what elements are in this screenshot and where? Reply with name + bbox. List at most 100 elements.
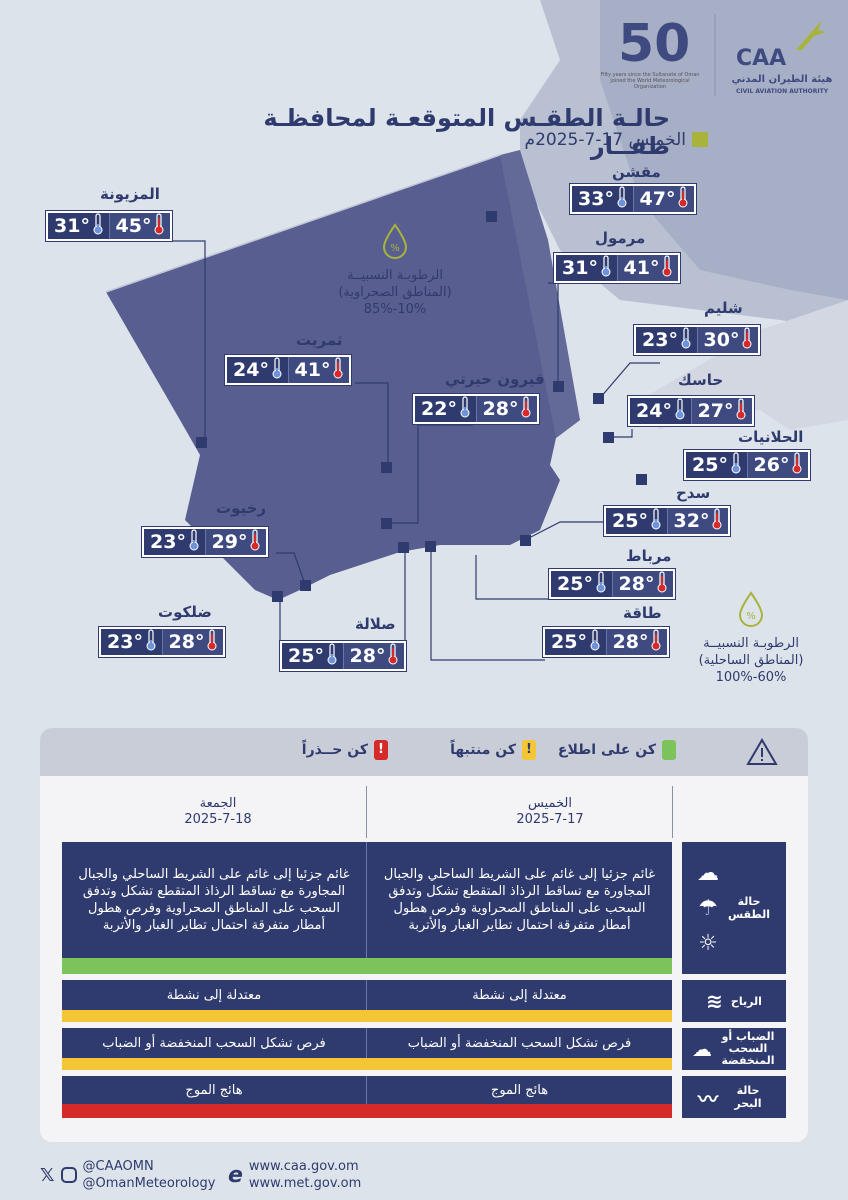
fog-thursday-cell: فرص تشكل السحب المنخفضة أو الضباب xyxy=(407,1035,632,1051)
site-caa-link[interactable]: www.caa.gov.om xyxy=(248,1159,359,1174)
marker-taqah xyxy=(425,541,436,552)
humidity-coastal: % الرطوبـة النسبيــة (المناطق الساحلية) … xyxy=(676,590,826,686)
thermometer-hot-icon xyxy=(154,212,164,240)
humidity-desert-title: الرطوبـة النسبيــة xyxy=(347,268,443,283)
min-temp-qairoon: 22° xyxy=(415,395,476,423)
legend-alert-label: كن منتبهاً xyxy=(450,742,516,758)
category-winds-label: الرياح xyxy=(730,994,762,1008)
thermometer-hot-icon xyxy=(388,642,398,670)
min-temp-mazyunah: 31° xyxy=(48,212,109,239)
city-name-salalah: صلالة xyxy=(355,615,396,633)
thermometer-cold-icon xyxy=(675,397,685,425)
min-temp-value: 25° xyxy=(288,645,324,667)
forecast-card: كن على اطلاع ! كن منتبهاً ! كن حــذراً ا… xyxy=(40,728,808,1142)
legend-aware-label: كن على اطلاع xyxy=(557,742,656,758)
thermometer-cold-icon xyxy=(731,451,741,479)
date-text: الخميس 17-7-2025م xyxy=(524,130,686,150)
row-winds: معتدلة إلى نشطة معتدلة إلى نشطة xyxy=(62,980,672,1022)
weather-friday-cell: غائم جزئيا إلى غائم على الشريط الساحلي و… xyxy=(62,842,367,958)
svg-text:%: % xyxy=(390,243,400,254)
min-temp-value: 23° xyxy=(642,329,678,351)
min-temp-rakhyut: 23° xyxy=(144,528,205,555)
min-temp-marmul: 31° xyxy=(556,254,617,281)
thermometer-hot-icon xyxy=(678,185,688,213)
min-temp-value: 25° xyxy=(612,510,648,532)
fog-level-bar xyxy=(62,1058,672,1070)
min-temp-hasik: 24° xyxy=(630,397,691,425)
max-temp-value: 28° xyxy=(168,631,205,653)
thermometer-cold-icon xyxy=(681,326,691,354)
winds-thursday-cell: معتدلة إلى نشطة xyxy=(472,987,567,1003)
city-name-sadah: سدح xyxy=(676,484,711,502)
marker-hallaniyat xyxy=(636,474,647,485)
thermometer-cold-icon xyxy=(617,185,627,213)
legend-caution-label: كن حــذراً xyxy=(301,742,368,758)
legend-green-swatch xyxy=(662,740,676,760)
connector-lines xyxy=(168,240,660,665)
wind-icon: ≋ xyxy=(706,989,723,1013)
day-thursday-name: الخميس xyxy=(528,796,572,811)
thermometer-cold-icon xyxy=(460,395,470,423)
humidity-drop-icon: % xyxy=(738,591,764,627)
city-name-taqah: طاقة xyxy=(623,604,662,622)
min-temp-dhalkut: 23° xyxy=(101,628,162,655)
sea-level-bar xyxy=(62,1104,672,1118)
temp-chip-mazyunah: 31° 45° xyxy=(46,211,172,241)
min-temp-taqah: 25° xyxy=(545,628,606,655)
thermometer-hot-icon xyxy=(742,326,752,354)
calendar-icon xyxy=(692,132,708,147)
map-background xyxy=(105,0,848,600)
max-temp-value: 41° xyxy=(623,257,660,279)
row-sea: هائج الموج هائج الموج xyxy=(62,1076,672,1118)
row-fog-category: الضباب أو السحب المنخفضة ☁ xyxy=(682,1028,786,1070)
day-thursday: الخميس 2025-7-17 xyxy=(400,796,700,828)
row-weather: غائم جزئيا إلى غائم على الشريط الساحلي و… xyxy=(62,842,672,974)
sun-icon: ☼ xyxy=(698,930,718,956)
thermometer-hot-icon xyxy=(521,395,531,423)
temp-chip-shalim: 23° 30° xyxy=(634,325,760,355)
max-temp-value: 28° xyxy=(482,398,519,420)
city-name-hallaniyat: الحلانيات xyxy=(738,428,804,446)
max-temp-mirbat: 28° xyxy=(612,570,673,597)
marker-dhalkut xyxy=(272,591,283,602)
marker-mazyunah xyxy=(196,437,207,448)
thermometer-cold-icon xyxy=(651,507,661,535)
min-temp-sadah: 25° xyxy=(606,507,667,535)
winds-friday-cell: معتدلة إلى نشطة xyxy=(62,980,367,1010)
min-temp-value: 23° xyxy=(107,631,143,653)
city-name-mazyunah: المزيونة xyxy=(100,185,160,203)
max-temp-value: 28° xyxy=(612,631,649,653)
caa-logo: CAA هيئة الطيران المدني CIVIL AVIATION A… xyxy=(730,16,834,96)
max-temp-qairoon: 28° xyxy=(476,395,537,423)
min-temp-value: 24° xyxy=(233,359,269,381)
temp-chip-mirbat: 25° 28° xyxy=(549,569,675,599)
min-temp-value: 31° xyxy=(562,257,598,279)
max-temp-thumrait: 41° xyxy=(288,356,349,384)
city-name-shalim: شليم xyxy=(704,299,743,317)
min-temp-value: 25° xyxy=(551,631,587,653)
handle-met[interactable]: @OmanMeteorology xyxy=(82,1176,216,1191)
thermometer-cold-icon xyxy=(596,570,606,598)
min-temp-value: 25° xyxy=(692,454,728,476)
thermometer-hot-icon xyxy=(207,628,217,656)
fog-friday-cell: فرص تشكل السحب المنخفضة أو الضباب xyxy=(62,1028,367,1058)
thermometer-hot-icon xyxy=(250,528,260,556)
thermometer-cold-icon xyxy=(327,642,337,670)
row-weather-category: حالة الطقس ☁ ☂ ☼ xyxy=(682,842,786,974)
thermometer-hot-icon xyxy=(333,356,343,384)
legend-yellow-swatch: ! xyxy=(522,740,536,760)
anniversary-caption: Fifty years since the Sultanate of Oman … xyxy=(600,72,700,90)
header-divider xyxy=(672,786,673,838)
marker-shalim xyxy=(593,393,604,404)
handle-caa[interactable]: @CAAOMN xyxy=(82,1159,154,1174)
city-name-dhalkut: ضلكوت xyxy=(158,603,212,621)
x-icon: 𝕏 xyxy=(40,1164,55,1186)
max-temp-value: 26° xyxy=(753,454,790,476)
header-divider xyxy=(366,786,367,838)
temp-chip-marmul: 31° 41° xyxy=(554,253,680,283)
anniversary-number: 50 xyxy=(618,14,691,74)
website-block: e www.caa.gov.om www.met.gov.om xyxy=(228,1158,361,1192)
site-met-link[interactable]: www.met.gov.om xyxy=(248,1176,362,1191)
humidity-coastal-value: 100%-60% xyxy=(715,670,787,685)
max-temp-value: 30° xyxy=(703,329,740,351)
